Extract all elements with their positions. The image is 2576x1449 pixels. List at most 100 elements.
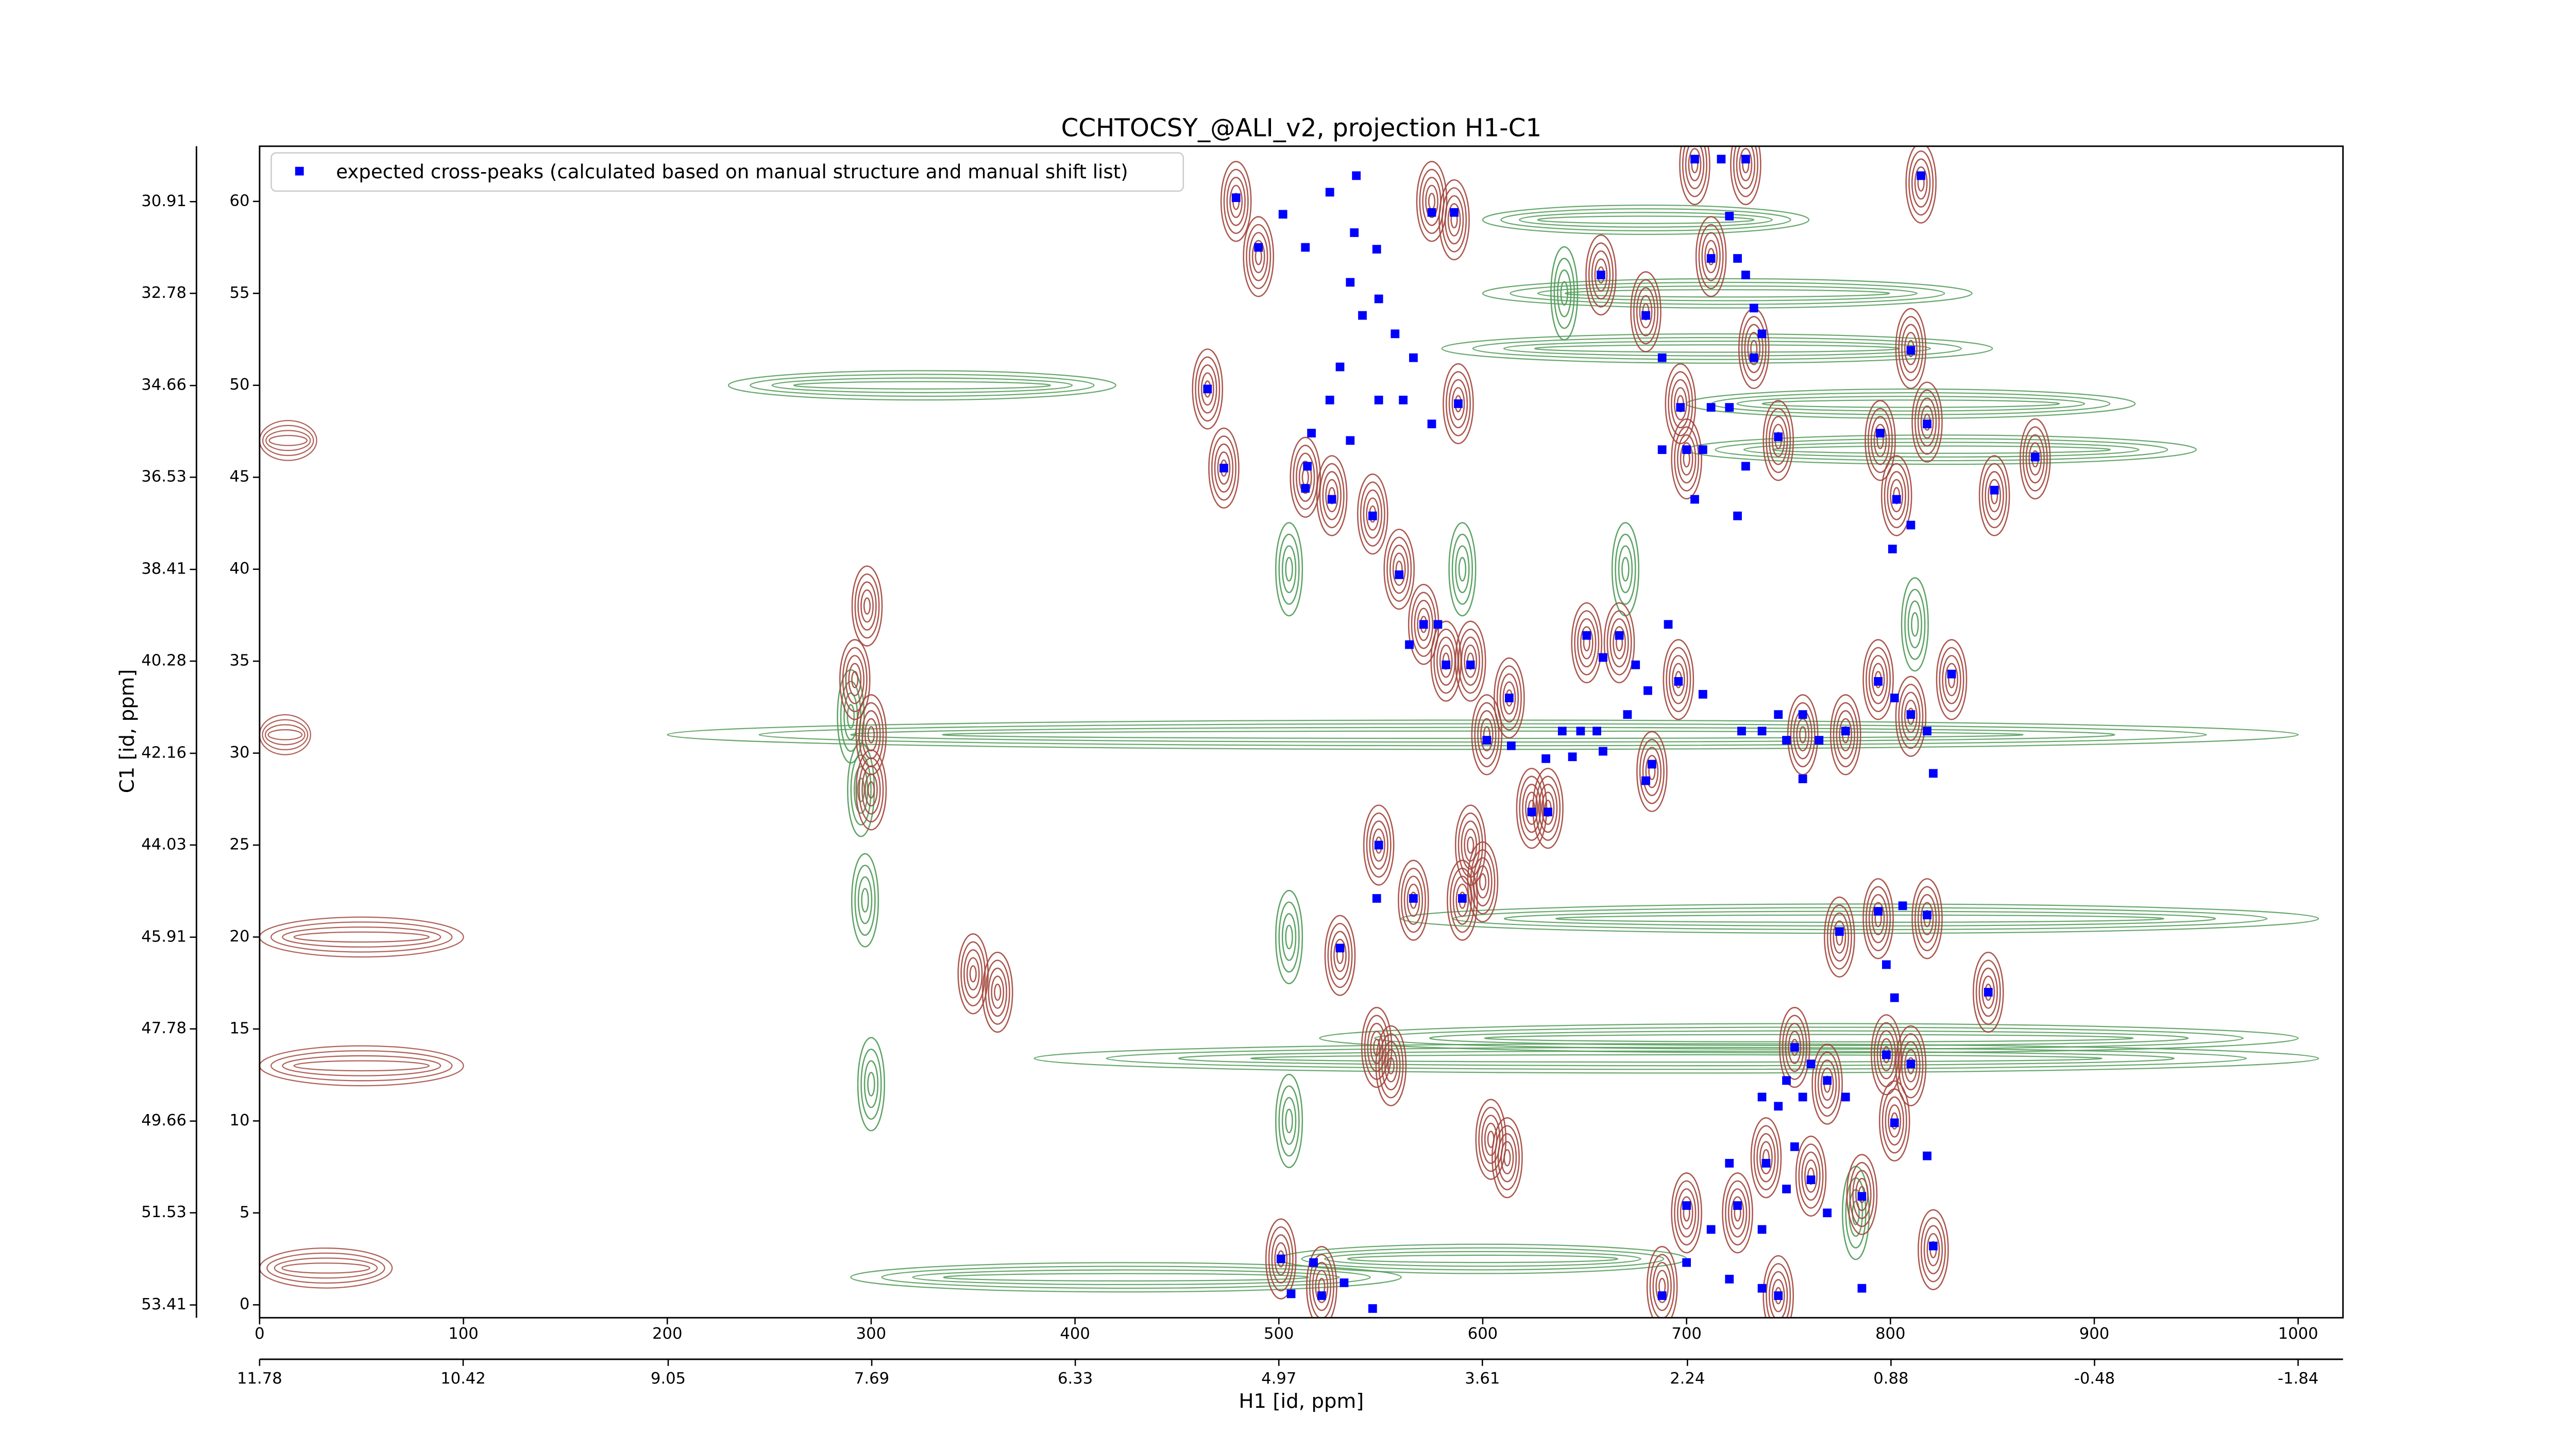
cross-peak [1706, 254, 1716, 263]
contour-peak [1865, 400, 1896, 481]
contour-peak [1945, 663, 1958, 697]
contour-peak [1866, 886, 1891, 951]
contour-ridge [1503, 911, 2216, 927]
cross-peak [1882, 1050, 1891, 1059]
contour-ridge [1761, 399, 2060, 408]
contour-peak [1663, 639, 1694, 720]
cross-peak [1374, 840, 1383, 850]
contour-peak [1673, 387, 1687, 420]
cross-peak [1203, 384, 1212, 394]
contour-peak [855, 749, 887, 831]
cross-peak [1737, 727, 1746, 736]
cross-peak [1395, 570, 1404, 579]
contour-peak [1494, 657, 1525, 739]
contour-peak [1550, 246, 1579, 341]
contour-peak [1911, 878, 1943, 959]
cross-peak [1761, 1159, 1771, 1168]
x-tick-label: 1000 [2278, 1325, 2318, 1343]
contour-peak [1779, 1006, 1810, 1088]
x2-tick-label: 7.69 [854, 1370, 889, 1388]
contour-peak [1898, 683, 1924, 749]
contour-peak [1668, 371, 1693, 436]
y-tick-label: 60 [230, 192, 250, 210]
contour-ridge [1500, 208, 1791, 231]
contour-peak [1211, 435, 1236, 501]
contour-peak [1309, 1254, 1334, 1318]
cross-peak [1798, 1092, 1807, 1102]
cross-peak [1733, 254, 1742, 263]
contour-peak [1208, 427, 1240, 509]
contour-peak [1646, 1245, 1678, 1318]
contour-peak [1400, 867, 1426, 933]
cross-peak [1657, 1291, 1667, 1300]
contour-peak [1398, 860, 1429, 941]
cross-peak [1317, 1291, 1326, 1300]
cross-peak [1309, 1258, 1318, 1267]
contour-peak [1461, 820, 1480, 870]
cross-peak [1682, 1258, 1691, 1267]
cross-peak [1219, 463, 1228, 473]
contour-peak [1439, 644, 1453, 678]
contour-peak [1251, 240, 1265, 274]
contour-peak [1447, 203, 1461, 237]
contour-peak [1695, 216, 1727, 297]
contour-peak [1833, 920, 1846, 954]
contour-ridge [259, 420, 317, 461]
cross-peak [1544, 807, 1552, 817]
cross-peak [1372, 894, 1381, 903]
cross-peak [1682, 1201, 1691, 1210]
contour-peak [1898, 316, 1924, 381]
contour-peak [848, 663, 862, 697]
cross-peak [1301, 484, 1310, 493]
contour-peak [1645, 754, 1659, 788]
plot-data [259, 146, 2319, 1318]
cross-peak [1757, 1092, 1767, 1102]
cross-peak [1541, 754, 1550, 763]
cross-peak [1557, 727, 1567, 736]
contour-peak [1384, 1049, 1398, 1083]
x-tick-label: 800 [1875, 1325, 1905, 1343]
contour-peak [1904, 699, 1918, 733]
contour-peak [1274, 1242, 1288, 1276]
contour-ridge [1537, 215, 1755, 224]
contour-peak [1198, 364, 1217, 414]
contour-peak [854, 573, 880, 639]
contour-ridge [264, 724, 306, 746]
contour-peak [1325, 479, 1339, 513]
x2-tick-label: 10.42 [440, 1370, 486, 1388]
y2-tick-label: 30.91 [141, 192, 187, 210]
contour-ridge [1555, 914, 2164, 923]
cross-peak [1254, 243, 1263, 252]
contour-peak [1727, 1188, 1748, 1238]
contour-ridge [262, 719, 309, 751]
y-tick-label: 45 [230, 468, 250, 486]
cross-peak [1327, 495, 1336, 504]
contour-peak [1901, 577, 1929, 672]
contour-ridge [1324, 1251, 1641, 1267]
cross-peak [1733, 511, 1742, 520]
contour-peak [1588, 242, 1614, 308]
contour-ridge [265, 430, 311, 451]
cross-peak [1923, 727, 1931, 736]
contour-peak [1500, 1141, 1514, 1174]
cross-peak [1374, 395, 1383, 405]
x2-tick-label: 11.78 [237, 1370, 282, 1388]
contour-peak [1914, 166, 1928, 200]
y-tick-label: 35 [230, 652, 250, 670]
contour-ridge [1510, 281, 1945, 305]
cross-peak [1841, 1092, 1850, 1102]
contour-peak [1766, 1263, 1791, 1318]
contour-peak [1917, 894, 1937, 943]
x2-tick-label: -0.48 [2074, 1370, 2115, 1388]
contour-peak [1330, 931, 1350, 980]
contour-ridge [850, 1262, 1402, 1293]
y-tick-label: 5 [240, 1203, 250, 1221]
cross-peak [1774, 1291, 1783, 1300]
contour-peak [1901, 692, 1921, 741]
contour-peak [1471, 694, 1503, 776]
cross-peak [1890, 694, 1899, 702]
contour-ridge [270, 921, 453, 953]
contour-peak [1636, 287, 1656, 336]
contour-peak [1768, 1271, 1788, 1318]
contour-peak [1366, 812, 1392, 878]
